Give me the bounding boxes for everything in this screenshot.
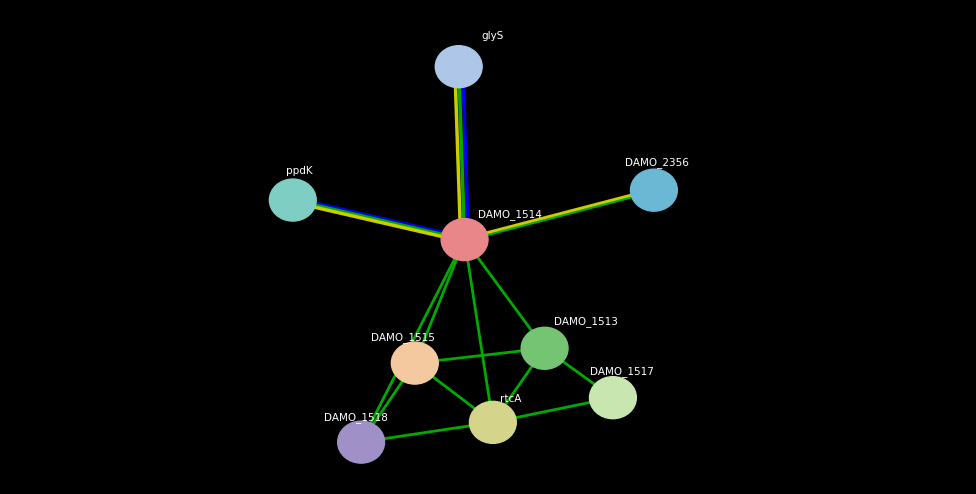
- Text: DAMO_1513: DAMO_1513: [554, 316, 618, 327]
- Ellipse shape: [435, 46, 482, 88]
- Text: DAMO_2356: DAMO_2356: [625, 157, 688, 168]
- Ellipse shape: [521, 328, 568, 370]
- Ellipse shape: [269, 179, 316, 221]
- Text: DAMO_1517: DAMO_1517: [590, 366, 653, 377]
- Text: glyS: glyS: [481, 31, 504, 41]
- Text: DAMO_1518: DAMO_1518: [324, 412, 387, 423]
- Ellipse shape: [441, 218, 488, 261]
- Ellipse shape: [338, 421, 385, 463]
- Ellipse shape: [391, 342, 438, 384]
- Text: DAMO_1514: DAMO_1514: [478, 209, 542, 220]
- Text: rtcA: rtcA: [500, 394, 521, 404]
- Ellipse shape: [590, 376, 636, 419]
- Text: ppdK: ppdK: [286, 166, 312, 176]
- Ellipse shape: [469, 401, 516, 444]
- Ellipse shape: [630, 169, 677, 211]
- Text: DAMO_1515: DAMO_1515: [371, 332, 434, 343]
